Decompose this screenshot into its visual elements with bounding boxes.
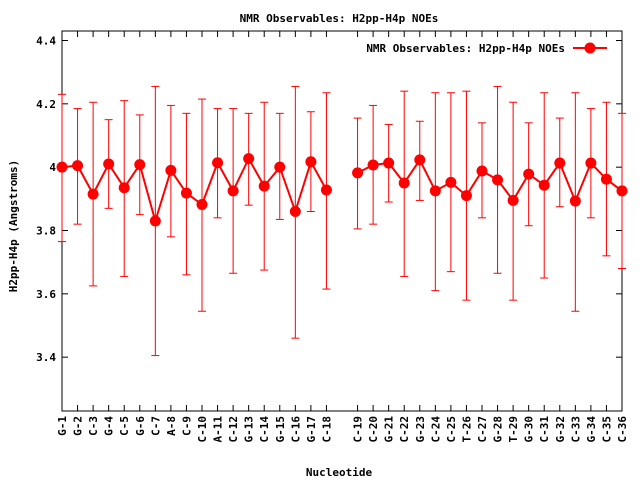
data-point: [289, 206, 301, 217]
x-tick-label: G-4: [103, 416, 116, 436]
x-tick-label: C-9: [180, 416, 193, 436]
data-point: [196, 199, 208, 211]
data-point: [383, 157, 395, 169]
y-tick-label: 4: [49, 161, 56, 174]
x-tick-label: C-22: [398, 416, 411, 443]
x-axis-label: Nucleotide: [306, 466, 373, 479]
x-axis: G-1 G-2 C-3 G-4 C-5 G-6 C-7 A-8 C-9 C-10 A-11 C-12 G…: [56, 31, 629, 443]
data-point: [616, 185, 628, 197]
data-point: [445, 176, 457, 188]
data-point: [460, 190, 472, 202]
x-tick-label: C-12: [227, 416, 240, 443]
x-tick-label: C-25: [445, 416, 458, 443]
x-tick-label: C-35: [600, 416, 613, 443]
legend: NMR Observables: H2pp-H4p NOEs: [366, 42, 607, 55]
series-line: [61, 156, 328, 225]
x-tick-label: G-30: [523, 416, 536, 443]
x-tick-label: C-24: [429, 416, 442, 443]
data-point: [600, 173, 612, 185]
data-point: [398, 177, 410, 189]
data-point: [492, 174, 504, 186]
data-point: [414, 154, 426, 166]
data-point: [87, 188, 99, 200]
x-tick-label: C-36: [616, 416, 629, 443]
x-tick-label: C-16: [289, 416, 302, 443]
data-point: [507, 194, 519, 206]
data-point: [476, 165, 488, 177]
x-tick-label: G-23: [414, 416, 427, 443]
chart-title: NMR Observables: H2pp-H4p NOEs: [240, 12, 439, 25]
data-point: [523, 168, 535, 180]
data-point: [305, 156, 317, 168]
x-tick-label: G-15: [274, 416, 287, 443]
y-tick-label: 3.6: [36, 288, 56, 301]
data-point: [429, 185, 441, 197]
x-tick-label: C-31: [538, 416, 551, 443]
x-tick-label: G-2: [72, 416, 85, 436]
x-tick-label: G-28: [492, 416, 505, 443]
x-tick-label: A-11: [212, 416, 225, 443]
x-tick-label: G-13: [243, 416, 256, 443]
x-tick-label: C-20: [367, 416, 380, 443]
x-tick-label: G-6: [134, 416, 147, 436]
data-point: [274, 161, 286, 173]
y-tick-label: 4.4: [36, 35, 56, 48]
x-tick-label: T-29: [507, 416, 520, 443]
x-tick-label: G-32: [554, 416, 567, 443]
x-tick-label: G-17: [305, 416, 318, 443]
data-point: [538, 179, 550, 191]
legend-label: NMR Observables: H2pp-H4p NOEs: [366, 42, 565, 55]
data-point: [134, 159, 146, 171]
x-tick-label: C-5: [118, 416, 131, 436]
series-layer: [56, 85, 628, 357]
x-tick-label: C-3: [87, 416, 100, 436]
x-tick-label: C-10: [196, 416, 209, 443]
y-axis-label: H2pp-H4p (Angstroms): [7, 160, 20, 292]
y-tick-label: 4.2: [36, 98, 56, 111]
data-point: [367, 159, 379, 171]
plot-frame: [61, 30, 623, 412]
data-point: [320, 184, 332, 196]
data-point: [118, 182, 130, 194]
x-tick-label: C-7: [149, 416, 162, 436]
data-point: [258, 180, 270, 192]
y-tick-label: 3.4: [36, 351, 56, 364]
x-tick-label: G-1: [56, 416, 69, 436]
x-tick-label: C-14: [258, 416, 271, 443]
series-line: [357, 157, 623, 204]
x-tick-label: C-19: [352, 416, 365, 443]
data-point: [569, 195, 581, 207]
legend-marker: [584, 42, 596, 54]
data-point: [103, 158, 115, 170]
x-tick-label: C-33: [569, 416, 582, 443]
y-tick-label: 3.8: [36, 225, 56, 238]
data-point: [72, 160, 84, 172]
x-tick-label: C-18: [320, 416, 333, 443]
data-point: [243, 153, 255, 165]
data-point: [56, 161, 68, 173]
data-point: [352, 167, 364, 179]
data-point: [554, 157, 566, 169]
data-point: [149, 215, 161, 227]
x-tick-label: G-34: [585, 416, 598, 443]
x-tick-label: A-8: [165, 416, 178, 436]
data-point: [227, 185, 239, 197]
data-point: [165, 164, 177, 176]
x-tick-label: C-27: [476, 416, 489, 443]
data-point: [585, 157, 597, 169]
x-tick-label: T-26: [460, 416, 473, 443]
data-point: [212, 157, 224, 169]
data-point: [180, 187, 192, 199]
x-tick-label: G-21: [383, 416, 396, 443]
